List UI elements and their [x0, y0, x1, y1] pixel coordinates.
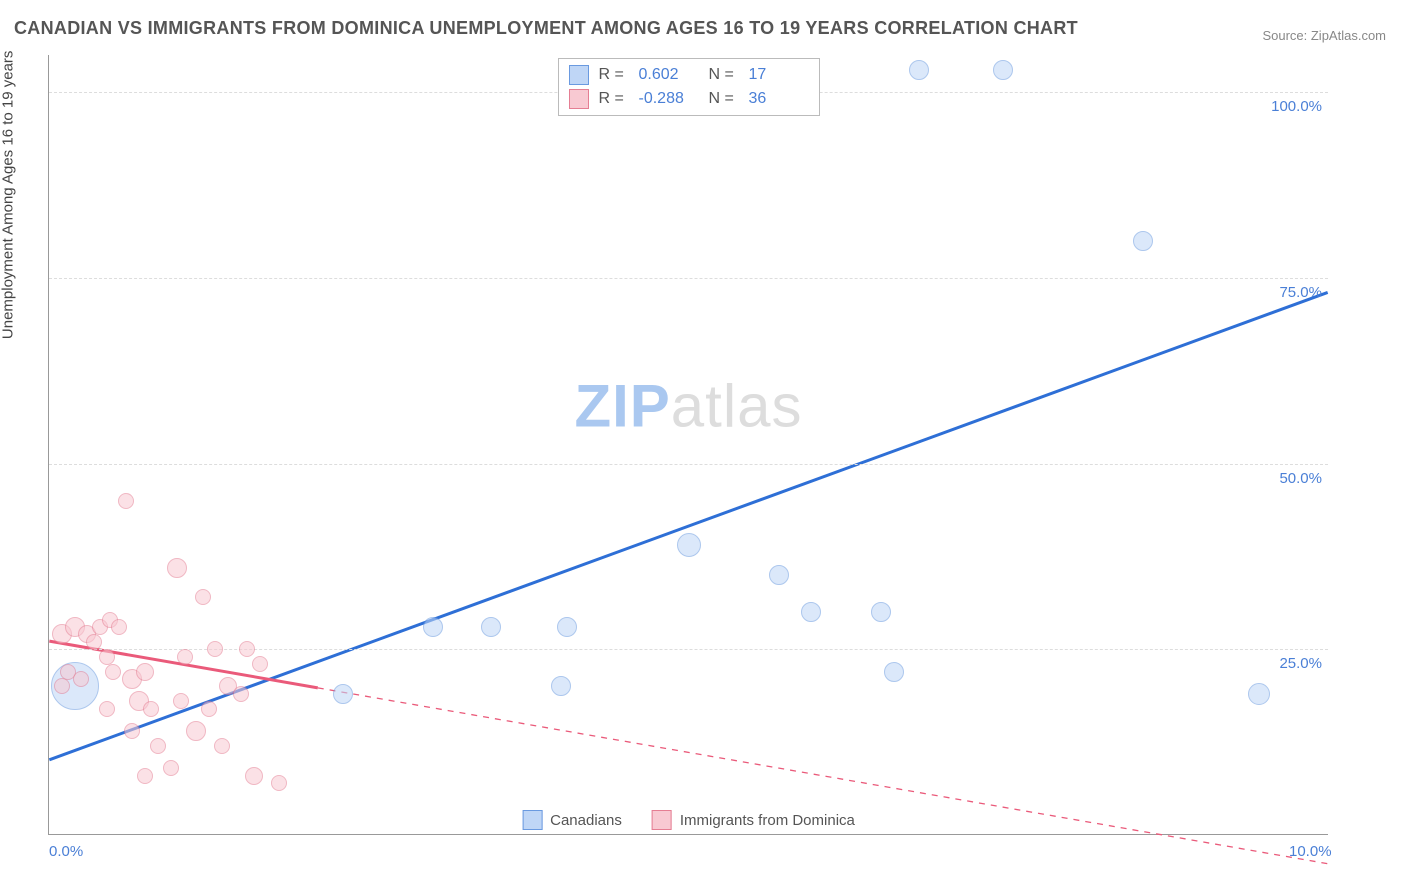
legend-row: R = -0.288 N = 36: [569, 87, 809, 111]
legend-row: R = 0.602 N = 17: [569, 63, 809, 87]
data-point: [252, 656, 268, 672]
data-point: [173, 693, 189, 709]
trend-lines-layer: [49, 55, 1328, 834]
data-point: [54, 678, 70, 694]
chart-title: CANADIAN VS IMMIGRANTS FROM DOMINICA UNE…: [14, 18, 1078, 39]
y-tick-label: 75.0%: [1279, 284, 1322, 301]
data-point: [143, 701, 159, 717]
x-tick-label: 10.0%: [1289, 843, 1332, 860]
series-legend: Canadians Immigrants from Dominica: [522, 810, 855, 830]
legend-label: Canadians: [550, 812, 622, 829]
data-point: [86, 634, 102, 650]
data-point: [423, 617, 443, 637]
data-point: [871, 602, 891, 622]
data-point: [239, 641, 255, 657]
data-point: [884, 662, 904, 682]
data-point: [677, 533, 701, 557]
data-point: [150, 738, 166, 754]
data-point: [163, 760, 179, 776]
gridline: [49, 278, 1328, 279]
data-point: [801, 602, 821, 622]
data-point: [105, 664, 121, 680]
data-point: [481, 617, 501, 637]
source-label: Source: ZipAtlas.com: [1262, 28, 1386, 43]
watermark-zip: ZIP: [574, 372, 670, 439]
data-point: [73, 671, 89, 687]
r-value: 0.602: [639, 66, 699, 84]
y-tick-label: 100.0%: [1271, 98, 1322, 115]
legend-swatch: [522, 810, 542, 830]
legend-swatch: [569, 89, 589, 109]
data-point: [195, 589, 211, 605]
y-axis-label: Unemployment Among Ages 16 to 19 years: [0, 51, 17, 340]
data-point: [1133, 231, 1153, 251]
n-label: N =: [709, 66, 739, 84]
data-point: [118, 493, 134, 509]
data-point: [557, 617, 577, 637]
data-point: [177, 649, 193, 665]
data-point: [137, 768, 153, 784]
data-point: [124, 723, 140, 739]
r-label: R =: [599, 66, 629, 84]
data-point: [551, 676, 571, 696]
data-point: [214, 738, 230, 754]
watermark: ZIPatlas: [574, 371, 802, 440]
correlation-legend: R = 0.602 N = 17 R = -0.288 N = 36: [558, 58, 820, 116]
data-point: [111, 619, 127, 635]
data-point: [245, 767, 263, 785]
data-point: [201, 701, 217, 717]
data-point: [1248, 683, 1270, 705]
gridline: [49, 464, 1328, 465]
data-point: [993, 60, 1013, 80]
n-label: N =: [709, 90, 739, 108]
plot-area: ZIPatlas R = 0.602 N = 17 R = -0.288 N = 36 Can…: [48, 55, 1328, 835]
n-value: 17: [749, 66, 809, 84]
watermark-atlas: atlas: [671, 372, 803, 439]
trend-line-dashed: [318, 688, 1328, 864]
legend-swatch: [569, 65, 589, 85]
legend-label: Immigrants from Dominica: [680, 812, 855, 829]
data-point: [207, 641, 223, 657]
r-value: -0.288: [639, 90, 699, 108]
data-point: [167, 558, 187, 578]
data-point: [136, 663, 154, 681]
r-label: R =: [599, 90, 629, 108]
data-point: [333, 684, 353, 704]
n-value: 36: [749, 90, 809, 108]
data-point: [99, 701, 115, 717]
data-point: [909, 60, 929, 80]
data-point: [186, 721, 206, 741]
y-tick-label: 50.0%: [1279, 470, 1322, 487]
data-point: [769, 565, 789, 585]
legend-item: Immigrants from Dominica: [652, 810, 855, 830]
x-tick-label: 0.0%: [49, 843, 83, 860]
legend-swatch: [652, 810, 672, 830]
data-point: [271, 775, 287, 791]
y-tick-label: 25.0%: [1279, 655, 1322, 672]
data-point: [233, 686, 249, 702]
data-point: [99, 649, 115, 665]
legend-item: Canadians: [522, 810, 622, 830]
